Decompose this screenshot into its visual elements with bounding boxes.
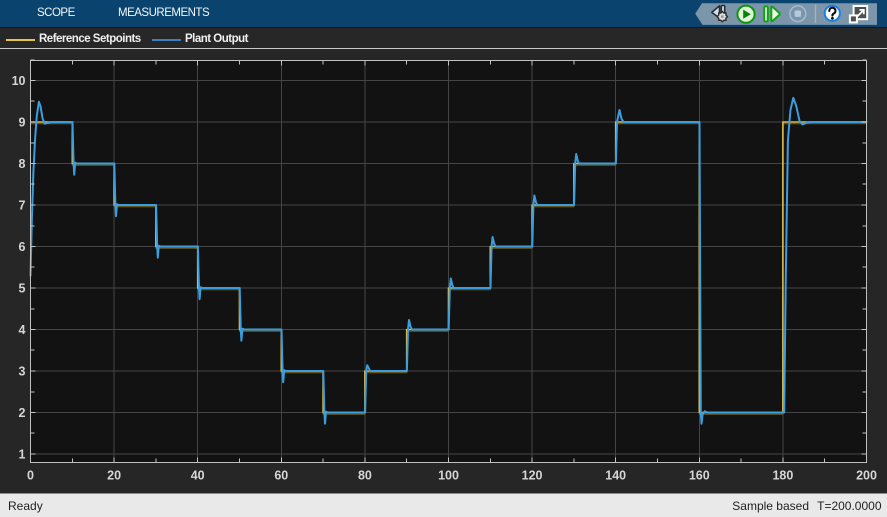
svg-text:10: 10 — [12, 74, 26, 88]
svg-text:160: 160 — [689, 469, 710, 483]
svg-text:180: 180 — [772, 469, 793, 483]
svg-text:140: 140 — [605, 469, 626, 483]
svg-text:2: 2 — [19, 406, 26, 420]
svg-text:5: 5 — [19, 281, 26, 295]
svg-text:100: 100 — [438, 469, 459, 483]
svg-text:20: 20 — [107, 469, 121, 483]
svg-text:40: 40 — [191, 469, 205, 483]
svg-text:3: 3 — [19, 364, 26, 378]
svg-text:60: 60 — [274, 469, 288, 483]
svg-text:6: 6 — [19, 240, 26, 254]
svg-text:0: 0 — [27, 469, 34, 483]
svg-text:7: 7 — [19, 198, 26, 212]
svg-text:200: 200 — [856, 469, 877, 483]
svg-text:8: 8 — [19, 157, 26, 171]
svg-text:1: 1 — [19, 447, 26, 461]
svg-text:4: 4 — [19, 323, 26, 337]
svg-text:80: 80 — [358, 469, 372, 483]
svg-text:9: 9 — [19, 115, 26, 129]
svg-text:120: 120 — [522, 469, 543, 483]
